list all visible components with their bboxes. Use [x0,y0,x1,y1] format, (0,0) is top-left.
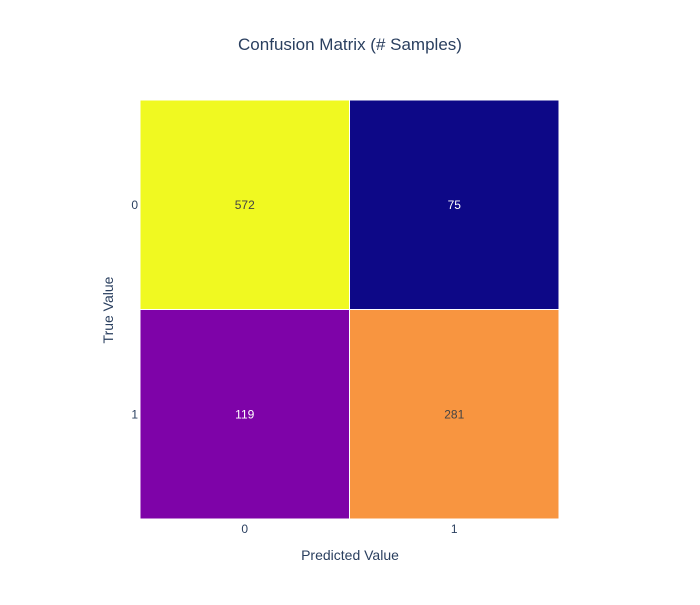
cell-value-0-1: 75 [448,198,462,212]
heatmap-cell-0-1 [349,99,560,310]
y-axis-title: True Value [100,276,116,343]
chart-title: Confusion Matrix (# Samples) [238,35,462,54]
heatmap-cell-1-0 [139,309,350,520]
cell-value-0-0: 572 [235,198,255,212]
heatmap-cell-labels: 572 75 119 281 [235,198,465,422]
heatmap-cells [139,99,560,520]
x-tick-label-0: 0 [241,522,248,536]
y-tick-label-0: 0 [131,198,138,212]
y-tick-label-1: 1 [131,407,138,421]
cell-value-1-1: 281 [444,407,464,421]
heatmap-cell-0-0 [139,99,350,310]
x-tick-label-1: 1 [451,522,458,536]
x-axis-title: Predicted Value [301,547,399,563]
heatmap-cell-1-1 [349,309,560,520]
y-axis-ticks: 01 [131,198,138,422]
cell-value-1-0: 119 [235,407,254,421]
